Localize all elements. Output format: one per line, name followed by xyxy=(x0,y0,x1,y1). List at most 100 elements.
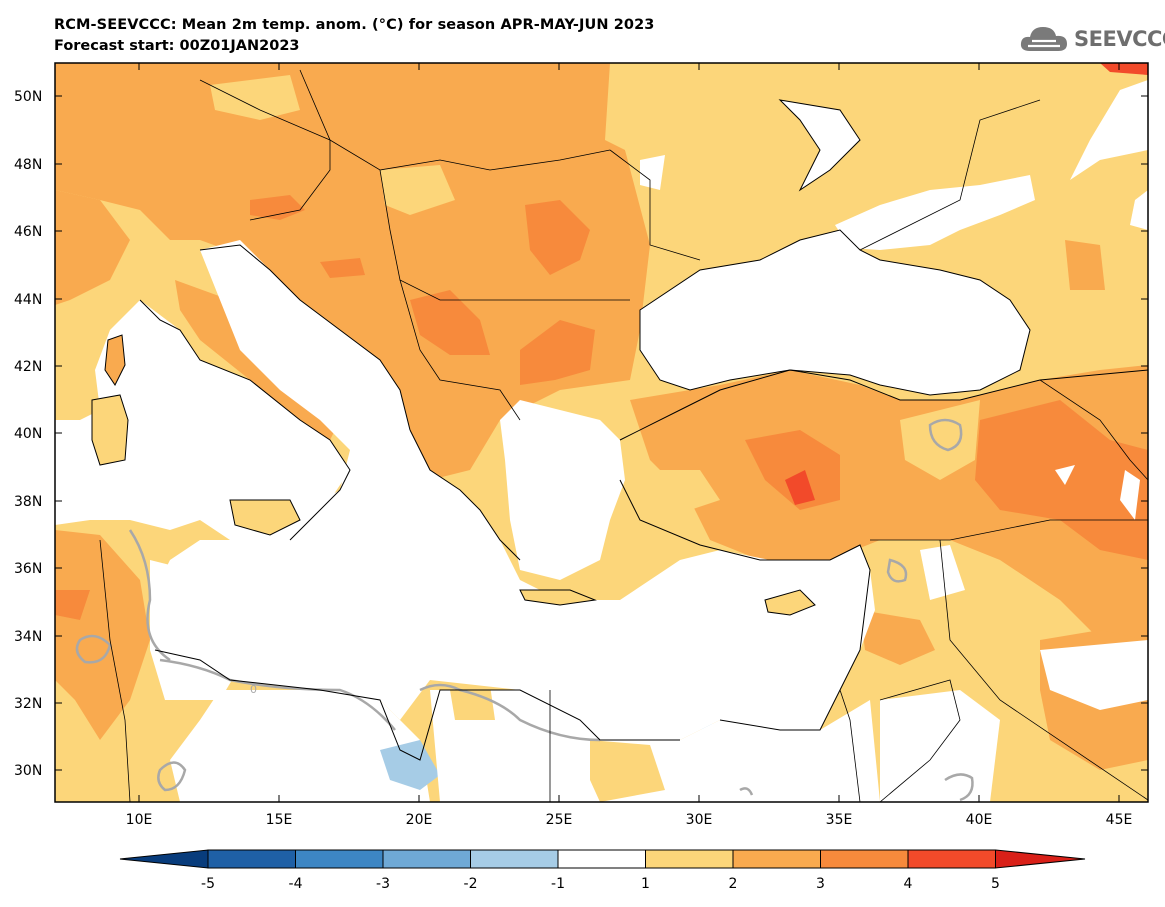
lat-label-38n: 38N xyxy=(14,494,42,510)
dnieper-reservoir xyxy=(780,100,860,190)
lon-label-30e: 30E xyxy=(686,812,713,828)
corsica-coast xyxy=(104,334,126,386)
ionian-coast xyxy=(409,429,521,561)
border-jordan xyxy=(879,679,961,802)
page-title: RCM-SEEVCCC: Mean 2m temp. anom. (°C) fo… xyxy=(54,17,655,33)
lat-label-42n: 42N xyxy=(14,359,42,375)
lon-label-45e: 45E xyxy=(1106,812,1133,828)
colorbar-label: 3 xyxy=(816,876,825,892)
tyrrhenian-sea xyxy=(55,300,350,555)
border-germany-austria xyxy=(249,69,331,221)
anomaly-zone-neutral-moldova xyxy=(640,155,665,190)
lat-label-32n: 32N xyxy=(14,696,42,712)
lat-label-40n: 40N xyxy=(14,426,42,442)
lon-label-10e: 10E xyxy=(126,812,153,828)
anomaly-zone-neutral-spot xyxy=(1055,465,1075,485)
anomaly-zone-1to2-central-anatolia xyxy=(900,400,980,480)
coastlines xyxy=(91,99,1148,761)
forecast-start: Forecast start: 00Z01JAN2023 xyxy=(54,38,300,54)
colorbar-label: 1 xyxy=(641,876,650,892)
colorbar-swatch xyxy=(732,849,821,869)
black-sea xyxy=(640,230,1030,395)
anomaly-zone-4to5-spot xyxy=(785,470,815,505)
anomaly-zone-2to3-iberia-edge xyxy=(55,190,130,305)
border-syria-iraq xyxy=(939,539,1148,801)
border-central-europe xyxy=(199,79,611,171)
anomaly-zone-4to5-corner xyxy=(1100,63,1148,75)
colorbar-label: -3 xyxy=(376,876,390,892)
latitude-axis: 50N 48N 46N 44N 42N 40N 38N 36N 34N 32N … xyxy=(14,89,1148,779)
seevccc-logo: SEEVCCC xyxy=(1018,22,1165,56)
contour-tunisia xyxy=(75,634,112,664)
anomaly-zone-neutral-syria xyxy=(920,545,965,600)
cloud-icon xyxy=(1020,27,1067,51)
contour-label: 0 xyxy=(250,683,257,696)
levant-coast xyxy=(619,479,871,731)
anomaly-zone-3to4-cappadocia xyxy=(745,430,840,510)
anomaly-zone-2to3-russia xyxy=(1065,240,1105,290)
anomaly-zone-1to2-germany xyxy=(210,75,300,120)
border-danube xyxy=(379,169,630,301)
contour-saudi xyxy=(944,773,974,802)
contour-anatolia-loop xyxy=(928,418,963,452)
longitude-axis: 10E 15E 20E 25E 30E 35E 40E 45E xyxy=(126,63,1133,828)
mediterranean-sea xyxy=(150,240,875,740)
colorbar-swatch xyxy=(557,849,646,869)
italy-west-coast xyxy=(139,299,351,541)
cyprus-coast xyxy=(764,589,816,616)
colorbar-label: -4 xyxy=(289,876,303,892)
anomaly-zone-1to2-western-desert xyxy=(590,740,665,802)
colorbar-swatch xyxy=(645,849,734,869)
colorbar-swatch xyxy=(207,849,296,869)
anomaly-zone-1to2-west-anatolia xyxy=(660,470,720,510)
colorbar-swatch xyxy=(295,849,384,869)
colorbar-swatch xyxy=(382,849,471,869)
colorbar-swatch xyxy=(820,849,909,869)
sardinia xyxy=(92,395,128,465)
colorbar: -5 -4 -3 -2 -1 1 2 3 4 5 xyxy=(119,849,1086,892)
anomaly-zone-3to4-romania xyxy=(525,200,590,275)
border-russia xyxy=(859,99,1041,251)
aegean-sea xyxy=(500,400,625,580)
anomaly-zone-1to2-hungary xyxy=(380,165,455,215)
corsica xyxy=(105,335,125,385)
anomaly-zone-neutral-iran xyxy=(1120,470,1140,520)
anomaly-zone-3to4-algeria xyxy=(55,590,90,620)
anomaly-zone-minus1to-minus2-sirte xyxy=(380,740,440,790)
anomaly-zone-2to3-syria xyxy=(860,610,935,665)
anomaly-zone-1to2-cyrenaica xyxy=(450,685,495,720)
anomaly-zone-neutral-iraq xyxy=(1040,640,1148,710)
lat-label-44n: 44N xyxy=(14,292,42,308)
lat-label-36n: 36N xyxy=(14,561,42,577)
lat-label-46n: 46N xyxy=(14,224,42,240)
lat-label-48n: 48N xyxy=(14,157,42,173)
cyprus xyxy=(765,590,815,615)
anomaly-zone-3to4-serbia xyxy=(410,290,490,355)
colorbar-label: 4 xyxy=(904,876,913,892)
anomaly-zone-3to4-alps xyxy=(250,195,305,220)
lon-label-40e: 40E xyxy=(966,812,993,828)
colorbar-swatch xyxy=(907,849,996,869)
zero-contours xyxy=(75,418,974,802)
black-sea-coast xyxy=(639,229,1031,396)
colorbar-label: -2 xyxy=(464,876,478,892)
don-reservoir xyxy=(1070,80,1148,180)
anomaly-zone-2to3-tunisia xyxy=(55,530,150,740)
border-egypt-israel xyxy=(839,689,861,802)
colorbar-label: 2 xyxy=(729,876,738,892)
anomaly-zone-3to4-bulgaria xyxy=(520,320,595,385)
colorbar-extend-low xyxy=(119,849,209,869)
colorbar-label: -1 xyxy=(551,876,565,892)
lon-label-35e: 35E xyxy=(826,812,853,828)
crete-coast xyxy=(519,589,597,606)
logo-text: SEEVCCC xyxy=(1074,27,1165,51)
contour-syria xyxy=(886,558,908,583)
contour-libya-west xyxy=(128,529,171,662)
anomaly-zone-1to2-caucasus xyxy=(1130,270,1148,350)
anomaly-zone-1to2-ukraine xyxy=(610,63,1148,260)
north-africa-coast xyxy=(154,649,680,761)
lat-label-30n: 30N xyxy=(14,763,42,779)
adriatic-coast xyxy=(199,244,411,431)
colorbar-extend-high xyxy=(995,849,1086,869)
